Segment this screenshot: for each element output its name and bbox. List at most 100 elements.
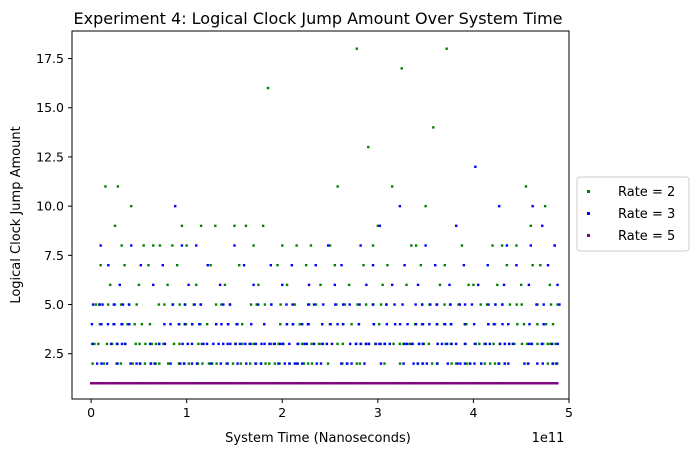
point-rate-5 (344, 382, 347, 385)
point-rate-2 (207, 362, 211, 365)
point-rate-2 (220, 303, 223, 306)
point-rate-3 (486, 263, 489, 267)
point-rate-3 (340, 362, 343, 365)
point-rate-5 (545, 382, 549, 385)
point-rate-2 (405, 283, 408, 287)
point-rate-3 (279, 342, 282, 346)
point-rate-5 (229, 382, 232, 385)
legend-marker-rate-3 (587, 212, 590, 215)
point-rate-3 (242, 263, 246, 267)
point-rate-3 (293, 362, 297, 365)
point-rate-5 (375, 382, 378, 385)
point-rate-5 (473, 382, 476, 385)
point-rate-3 (120, 342, 124, 346)
x-tick-label: 3 (374, 405, 382, 420)
point-rate-3 (312, 303, 316, 306)
point-rate-5 (124, 382, 127, 385)
point-rate-3 (462, 263, 466, 267)
point-rate-5 (385, 382, 389, 385)
point-rate-2 (536, 342, 539, 346)
point-rate-5 (282, 382, 285, 385)
point-rate-5 (482, 382, 485, 385)
point-rate-2 (548, 283, 552, 287)
point-rate-3 (530, 342, 534, 346)
point-rate-3 (402, 362, 405, 365)
point-rate-5 (447, 382, 451, 385)
point-rate-2 (347, 283, 351, 287)
point-rate-2 (493, 362, 497, 365)
point-rate-5 (323, 382, 327, 385)
point-rate-5 (542, 382, 545, 385)
point-rate-2 (241, 323, 244, 326)
point-rate-2 (215, 362, 218, 365)
point-rate-2 (162, 342, 165, 346)
x-tick-label: 1 (183, 405, 191, 420)
point-rate-5 (377, 382, 380, 385)
point-rate-2 (526, 342, 529, 346)
point-rate-3 (474, 165, 477, 168)
point-rate-5 (390, 382, 394, 385)
point-rate-5 (224, 382, 227, 385)
point-rate-2 (454, 362, 458, 365)
point-rate-3 (371, 303, 375, 306)
point-rate-5 (342, 382, 346, 385)
point-rate-2 (306, 362, 310, 365)
point-rate-2 (244, 224, 248, 228)
point-rate-3 (363, 362, 366, 365)
point-rate-5 (456, 382, 459, 385)
point-rate-3 (263, 323, 266, 326)
point-rate-2 (398, 342, 401, 346)
point-rate-5 (256, 382, 260, 385)
point-rate-5 (131, 382, 134, 385)
x-axis-offset-label: 1e11 (532, 431, 565, 446)
point-rate-2 (106, 303, 110, 306)
point-rate-3 (312, 342, 316, 346)
point-rate-2 (478, 342, 481, 346)
y-tick-label: 10.0 (36, 199, 64, 214)
point-rate-3 (401, 303, 404, 306)
point-rate-3 (205, 342, 209, 346)
point-rate-5 (378, 382, 382, 385)
point-rate-3 (412, 362, 415, 365)
point-rate-5 (200, 382, 203, 385)
point-rate-5 (394, 382, 397, 385)
point-rate-2 (178, 342, 181, 346)
point-rate-5 (241, 382, 244, 385)
point-rate-5 (421, 382, 425, 385)
point-rate-2 (520, 283, 523, 287)
point-rate-2 (546, 342, 549, 346)
point-rate-3 (385, 303, 388, 306)
point-rate-3 (190, 362, 194, 365)
point-rate-2 (516, 323, 519, 326)
point-rate-5 (267, 382, 270, 385)
point-rate-3 (226, 362, 229, 365)
point-rate-2 (277, 342, 280, 346)
legend: Rate = 2 Rate = 3 Rate = 5 (576, 176, 690, 252)
point-rate-5 (368, 382, 372, 385)
point-rate-2 (261, 224, 265, 228)
point-rate-5 (538, 382, 542, 385)
point-rate-5 (225, 382, 229, 385)
point-rate-3 (421, 342, 424, 346)
point-rate-2 (390, 185, 394, 188)
point-rate-3 (446, 362, 449, 365)
point-rate-2 (522, 323, 526, 326)
point-rate-5 (339, 382, 342, 385)
point-rate-5 (354, 382, 358, 385)
point-rate-5 (95, 382, 98, 385)
point-rate-3 (421, 303, 424, 306)
point-rate-3 (388, 342, 391, 346)
point-rate-2 (157, 303, 161, 306)
point-rate-3 (254, 362, 257, 365)
point-rate-3 (416, 283, 420, 287)
point-rate-2 (355, 362, 358, 365)
point-rate-5 (186, 382, 189, 385)
x-axis: 0 1 2 3 4 5 (87, 399, 573, 420)
point-rate-3 (190, 342, 194, 346)
point-rate-5 (237, 382, 241, 385)
y-tick-label: 12.5 (36, 149, 64, 164)
point-rate-3 (448, 283, 451, 287)
point-rate-3 (479, 362, 483, 365)
point-rate-3 (503, 362, 507, 365)
point-rate-3 (99, 244, 102, 247)
